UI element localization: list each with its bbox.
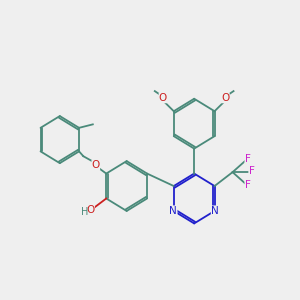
Text: O: O — [159, 93, 167, 103]
Text: O: O — [86, 205, 95, 214]
Text: F: F — [249, 167, 254, 176]
Text: H: H — [81, 207, 88, 217]
Text: F: F — [245, 154, 250, 164]
Text: O: O — [92, 160, 100, 170]
Text: N: N — [169, 206, 177, 216]
Text: F: F — [245, 180, 250, 190]
Text: N: N — [211, 206, 219, 216]
Text: O: O — [221, 93, 230, 103]
